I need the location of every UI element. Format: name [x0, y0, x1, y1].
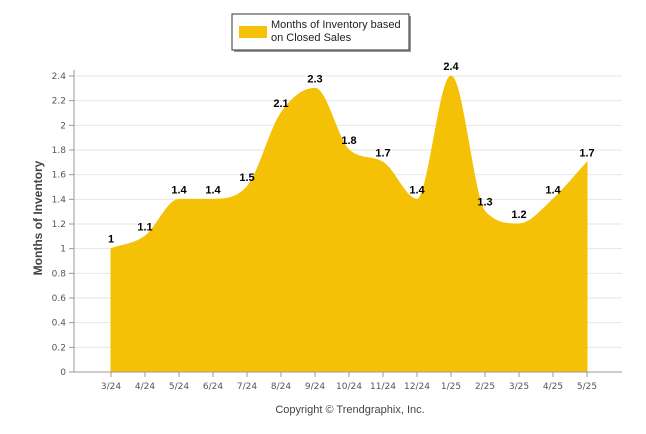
legend: Months of Inventory based on Closed Sale… [231, 13, 411, 52]
y-tick-label: 0.8 [52, 269, 67, 279]
x-tick-label: 2/25 [475, 382, 495, 392]
x-tick-label: 6/24 [203, 382, 223, 392]
legend-swatch [239, 26, 267, 38]
series-area [110, 75, 588, 373]
y-tick-label: 1 [60, 245, 66, 255]
x-tick-label: 11/24 [370, 382, 396, 392]
y-tick-label: 2.2 [52, 97, 66, 107]
y-tick-label: 1.4 [52, 195, 67, 205]
data-label: 1.7 [579, 147, 594, 159]
y-tick-label: 1.6 [52, 171, 67, 181]
y-tick-label: 0.2 [52, 343, 66, 353]
legend-label-line1: Months of Inventory based [271, 19, 401, 31]
y-tick-label: 2 [60, 121, 66, 131]
data-label: 1.3 [477, 197, 492, 209]
data-label: 1.8 [341, 135, 356, 147]
x-tick-label: 10/24 [336, 382, 362, 392]
data-label: 1.4 [545, 184, 561, 196]
data-label: 1 [108, 234, 114, 246]
y-tick-label: 1.2 [52, 220, 66, 230]
y-tick-labels: 0 0.2 0.4 0.6 0.8 1 1.2 1.4 1.6 1.8 2 2.2 2.4 [52, 72, 67, 378]
x-tick-label: 3/24 [101, 382, 121, 392]
data-label: 1.4 [205, 184, 221, 196]
x-tick-label: 4/24 [135, 382, 155, 392]
x-tick-label: 4/25 [543, 382, 563, 392]
x-tick-label: 8/24 [271, 382, 291, 392]
data-label: 1.5 [239, 172, 254, 184]
x-tick-label: 1/25 [441, 382, 461, 392]
data-labels: 1 1.1 1.4 1.4 1.5 2.1 2.3 1.8 1.7 1.4 2.4 1.3 1.2 1.4… [108, 61, 595, 246]
data-label: 1.2 [511, 209, 526, 221]
y-tick-label: 0.4 [52, 319, 67, 329]
y-axis-title: Months of Inventory [31, 160, 45, 275]
y-tick-label: 0 [60, 368, 66, 378]
copyright-footer: Copyright © Trendgraphix, Inc. [275, 404, 424, 416]
x-tick-label: 5/24 [169, 382, 189, 392]
y-tick-label: 0.6 [52, 294, 67, 304]
legend-label-line2: on Closed Sales [271, 32, 352, 44]
axes [73, 70, 622, 377]
data-label: 1.1 [137, 221, 152, 233]
data-label: 1.4 [409, 184, 425, 196]
x-tick-labels: 3/24 4/24 5/24 6/24 7/24 8/24 9/24 10/24 11/24 12… [101, 382, 597, 392]
x-tick-label: 12/24 [404, 382, 430, 392]
data-label: 2.3 [307, 73, 322, 85]
data-label: 2.1 [273, 98, 288, 110]
data-label: 2.4 [443, 61, 459, 73]
y-tick-label: 2.4 [52, 72, 67, 82]
data-label: 1.7 [375, 147, 390, 159]
data-label: 1.4 [171, 184, 187, 196]
y-tick-label: 1.8 [52, 146, 67, 156]
area-fill [110, 75, 588, 373]
x-tick-label: 7/24 [237, 382, 257, 392]
x-tick-label: 3/25 [509, 382, 529, 392]
x-tick-label: 9/24 [305, 382, 325, 392]
x-tick-label: 5/25 [577, 382, 597, 392]
